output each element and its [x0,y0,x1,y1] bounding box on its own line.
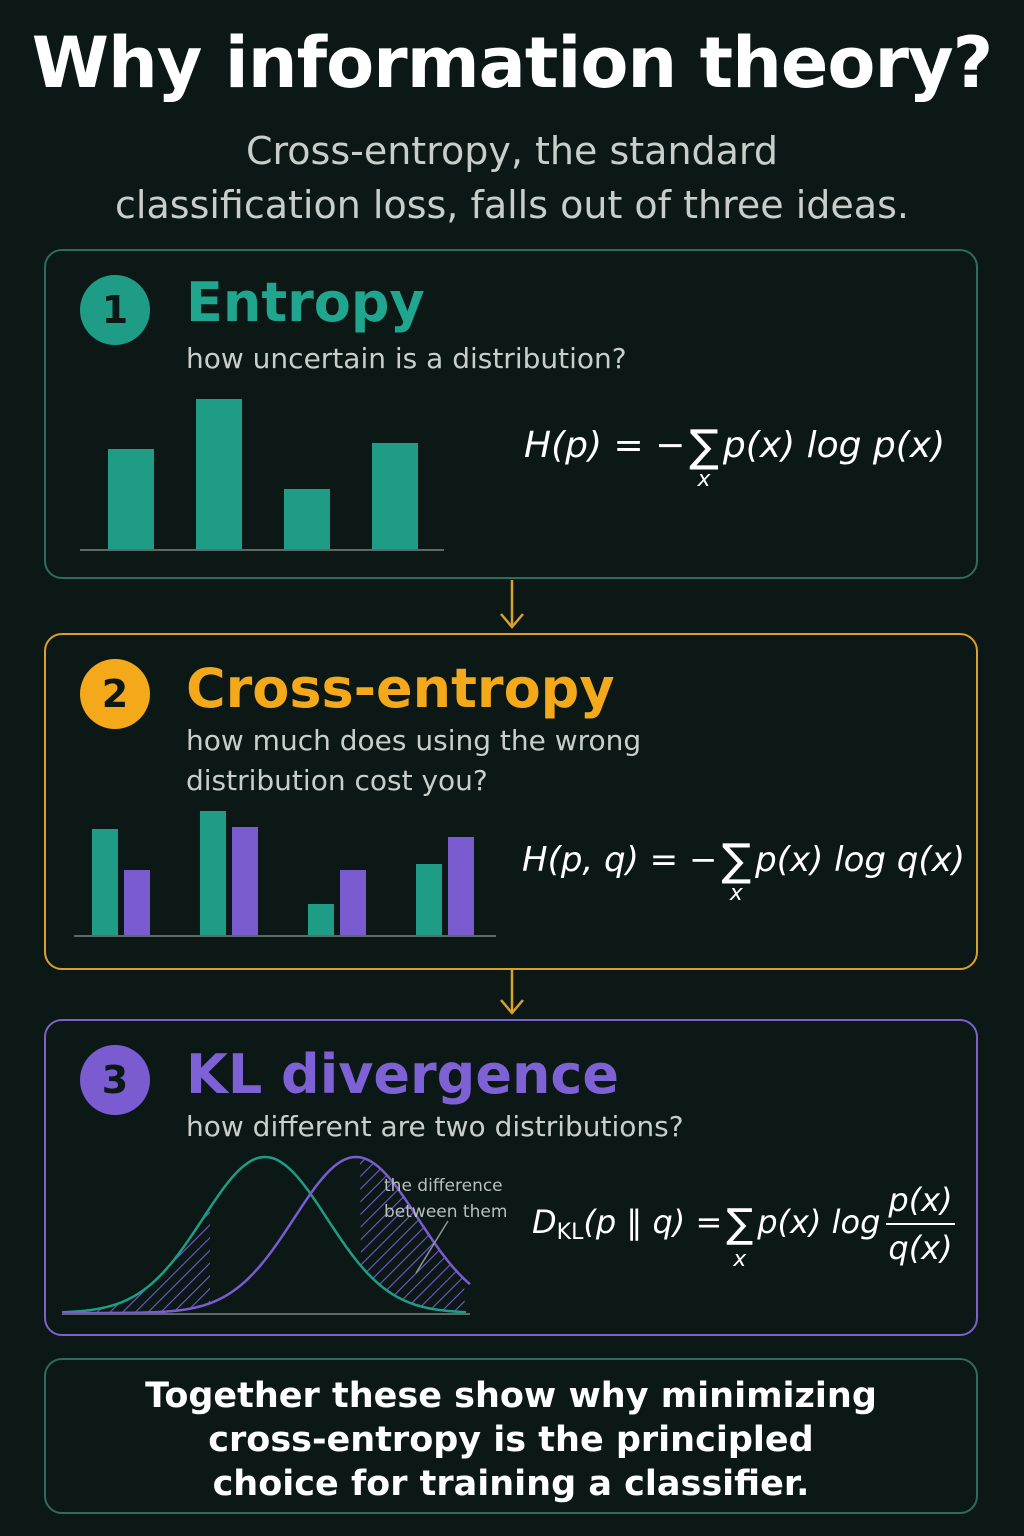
difference-annotation: the difference between them [384,1173,507,1225]
kl-fraction-denominator: q(x) [888,1229,953,1267]
annotation-pointer [415,1220,449,1274]
bar [196,399,242,549]
conclusion-line-1: Together these show why minimizing [145,1376,877,1416]
curve-series-1 [61,1155,467,1314]
cross-entropy-formula-rhs: p(x) log q(x) [755,840,966,880]
step-3-badge: 3 [80,1045,150,1115]
curve-series-2 [62,1155,471,1315]
step-2-badge: 2 [80,659,150,729]
annotation-line-1: the difference [384,1176,503,1196]
bar-series-2 [124,870,150,935]
bar [284,489,330,549]
bar-series-2 [232,827,258,935]
sum-subscript: x [697,467,711,492]
kl-divergence-subtitle-line: how different are two distributions? [186,1110,684,1143]
cross-entropy-formula-lhs: H(p, q) = − [522,840,718,880]
arrow-down-icon [500,580,524,629]
bar-series-2 [340,870,366,935]
bar [108,449,154,549]
sum-icon: ∑ x [721,835,752,906]
page-title: Why information theory? [31,22,994,104]
cross-entropy-formula: H(p, q) = −∑ x p(x) log q(x) [522,835,966,906]
bar-series-1 [92,829,118,935]
entropy-formula-lhs: H(p) = − [524,425,686,466]
left-tail-region [64,1207,210,1313]
annotation-line-2: between them [384,1202,508,1222]
entropy-formula-rhs: p(x) log p(x) [722,425,946,466]
sum-icon: ∑ x [689,421,719,492]
kl-divergence-curve-chart [61,1155,471,1315]
sum-subscript: x [729,881,743,906]
sum-subscript: x [733,1247,747,1272]
kl-divergence-subtitle: how different are two distributions? [186,1107,684,1147]
kl-formula-mid: p(x) log [757,1203,881,1241]
bar-series-1 [200,811,226,935]
kl-formula-lhs-rest: (p ‖ q) = [583,1203,723,1241]
conclusion-line-2: cross-entropy is the principled [208,1420,814,1460]
kl-divergence-title: KL divergence [186,1043,620,1106]
kl-formula-subscript: KL [556,1220,584,1245]
entropy-title: Entropy [186,271,425,334]
kl-divergence-card: 3 KL divergence how different are two di… [44,1019,978,1336]
conclusion-text: Together these show why minimizing cross… [46,1374,976,1506]
step-1-badge: 1 [80,275,150,345]
cross-entropy-title: Cross-entropy [186,657,615,720]
sum-icon: ∑ x [726,1201,754,1272]
entropy-subtitle: how uncertain is a distribution? [186,339,627,379]
kl-formula: DKL(p ‖ q) = ∑ x p(x) log p(x) q(x) [532,1181,955,1272]
kl-fraction: p(x) q(x) [886,1181,955,1267]
entropy-bar-chart [80,399,444,551]
page-subtitle: Cross-entropy, the standard classificati… [0,124,1024,232]
kl-fraction-numerator: p(x) [886,1181,955,1225]
bar-series-1 [416,864,442,935]
right-tail-region [360,1157,465,1313]
bar-series-1 [308,904,334,935]
conclusion-line-3: choice for training a classifier. [212,1464,810,1504]
conclusion-box: Together these show why minimizing cross… [44,1358,978,1514]
entropy-card: 1 Entropy how uncertain is a distributio… [44,249,978,579]
subtitle-line-2: classification loss, falls out of three … [115,183,909,227]
bar-series-2 [448,837,474,935]
kl-formula-d: D [532,1203,557,1241]
entropy-formula: H(p) = −∑ x p(x) log p(x) [524,421,946,492]
cross-entropy-subtitle-line-1: how much does using the wrong [186,724,642,757]
entropy-subtitle-line: how uncertain is a distribution? [186,342,627,375]
cross-entropy-card: 2 Cross-entropy how much does using the … [44,633,978,970]
arrow-down-icon [500,970,524,1015]
cross-entropy-bar-chart [74,811,496,937]
cross-entropy-subtitle-line-2: distribution cost you? [186,764,488,797]
cross-entropy-subtitle: how much does using the wrong distributi… [186,721,641,801]
subtitle-line-1: Cross-entropy, the standard [245,129,779,173]
bar [372,443,418,549]
